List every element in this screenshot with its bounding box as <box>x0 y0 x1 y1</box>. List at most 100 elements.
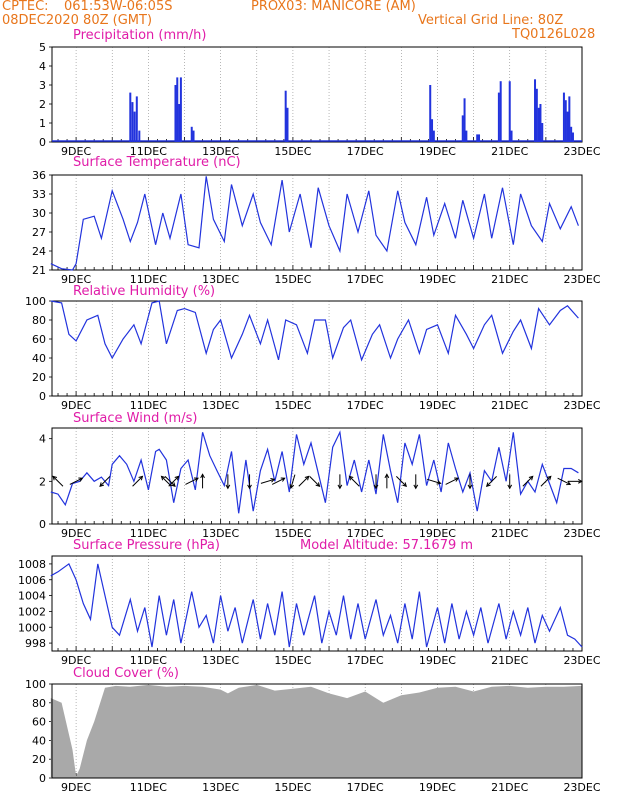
precip-bar <box>432 130 435 142</box>
wind-arrow-head <box>193 477 199 482</box>
wind-ytick-label: 0 <box>39 518 46 531</box>
temperature-xtick-label: 19DEC <box>419 273 456 286</box>
wind-arrow <box>486 476 497 487</box>
wind-arrow-head <box>225 484 231 490</box>
precip-bar <box>564 100 567 142</box>
wind-arrow <box>164 476 176 487</box>
humidity-ytick-label: 60 <box>32 333 46 346</box>
precip-bar <box>174 85 177 142</box>
temperature-xtick-label: 11DEC <box>130 273 167 286</box>
pressure-xtick-label: 23DEC <box>563 654 600 667</box>
precip-bar <box>539 104 542 142</box>
precip-ytick-label: 4 <box>39 60 46 73</box>
wind-arrow-head <box>315 482 321 488</box>
wind-arrow <box>298 476 310 487</box>
wind-arrow-head <box>289 484 295 490</box>
wind-arrow-head <box>304 475 310 481</box>
wind-xtick-label: 19DEC <box>419 527 456 540</box>
wind-arrow-head <box>174 475 180 481</box>
wind-arrow <box>426 478 441 484</box>
pressure-ytick-label: 1002 <box>18 605 46 618</box>
wind-arrow-head <box>467 484 473 490</box>
humidity-ytick-label: 0 <box>39 390 46 403</box>
wind-arrow-head <box>171 482 176 488</box>
precip-bar <box>534 79 537 142</box>
humidity-ytick-label: 20 <box>32 371 46 384</box>
precip-xtick-label: 11DEC <box>130 145 167 158</box>
cloud-xtick-label: 9DEC <box>61 781 91 794</box>
wind-arrow <box>69 477 83 485</box>
temperature-xtick-label: 23DEC <box>563 273 600 286</box>
wind-arrow-head <box>270 478 276 483</box>
humidity-xtick-label: 23DEC <box>563 399 600 412</box>
temperature-title: Surface Temperature (nC) <box>73 155 241 170</box>
wind-arrow-head <box>200 473 205 479</box>
pressure-title: Surface Pressure (hPa) <box>73 538 220 553</box>
precip-bar <box>138 130 141 142</box>
location-label: PROX03: MANICORE (AM) <box>251 0 416 14</box>
pressure-xtick-label: 19DEC <box>419 654 456 667</box>
wind-arrow-head <box>402 482 408 488</box>
humidity-xtick-label: 13DEC <box>202 399 239 412</box>
precip-xtick-label: 9DEC <box>61 145 91 158</box>
source-label: CPTEC: <box>2 0 49 14</box>
precip-bar <box>190 126 193 142</box>
wind-xtick-label: 13DEC <box>202 527 239 540</box>
precip-bar <box>192 130 195 142</box>
precip-bar <box>541 123 544 142</box>
precip-bar <box>178 104 181 142</box>
wind-arrow <box>260 478 275 484</box>
precip-ytick-label: 3 <box>39 79 46 92</box>
pressure-xtick-label: 17DEC <box>347 654 384 667</box>
precip-bar <box>463 98 466 142</box>
wind-arrow-head <box>566 480 572 486</box>
wind-arrow <box>99 476 111 487</box>
precip-xtick-label: 19DEC <box>419 145 456 158</box>
wind-arrow-head <box>138 475 144 481</box>
precip-ytick-label: 2 <box>39 98 46 111</box>
pressure-xtick-label: 21DEC <box>491 654 528 667</box>
precip-xtick-label: 13DEC <box>202 145 239 158</box>
temperature-ytick-label: 36 <box>32 169 46 182</box>
cloud-xtick-label: 23DEC <box>563 781 600 794</box>
wind-arrow-head <box>280 477 286 482</box>
cloud-ytick-label: 20 <box>32 753 46 766</box>
cloud-xtick-label: 13DEC <box>202 781 239 794</box>
precip-xtick-label: 15DEC <box>274 145 311 158</box>
precip-bar <box>429 85 432 142</box>
precip-bar <box>497 92 500 142</box>
precip-bar <box>570 126 573 142</box>
wind-arrow <box>309 476 320 487</box>
humidity-ytick-label: 80 <box>32 314 46 327</box>
humidity-ytick-label: 100 <box>25 295 46 308</box>
humidity-xtick-label: 11DEC <box>130 399 167 412</box>
humidity-xtick-label: 15DEC <box>274 399 311 412</box>
wind-arrow-head <box>413 484 419 490</box>
wind-xtick-label: 21DEC <box>491 527 528 540</box>
humidity-xtick-label: 19DEC <box>419 399 456 412</box>
precip-ytick-label: 1 <box>39 117 46 130</box>
cloud-ytick-label: 80 <box>32 697 46 710</box>
cloud-title: Cloud Cover (%) <box>73 666 179 681</box>
precip-bar <box>510 130 513 142</box>
cloud-xtick-label: 21DEC <box>491 781 528 794</box>
wind-xtick-label: 23DEC <box>563 527 600 540</box>
wind-arrow-head <box>99 482 105 488</box>
precip-bar <box>499 81 502 142</box>
cloud-ytick-label: 40 <box>32 734 46 747</box>
humidity-ytick-label: 40 <box>32 352 46 365</box>
wind-arrow-head <box>78 477 84 482</box>
precip-bar <box>133 111 136 142</box>
precip-xtick-label: 17DEC <box>347 145 384 158</box>
cloud-xtick-label: 15DEC <box>274 781 311 794</box>
precip-bar <box>465 130 468 142</box>
humidity-series-line <box>50 300 579 362</box>
wind-arrow <box>132 476 143 487</box>
precip-bar <box>568 96 571 142</box>
precip-bar <box>537 107 540 142</box>
precip-bar <box>566 111 569 142</box>
wind-arrow <box>52 476 64 487</box>
wind-arrow-head <box>485 482 491 488</box>
wind-arrow-head <box>247 484 252 490</box>
